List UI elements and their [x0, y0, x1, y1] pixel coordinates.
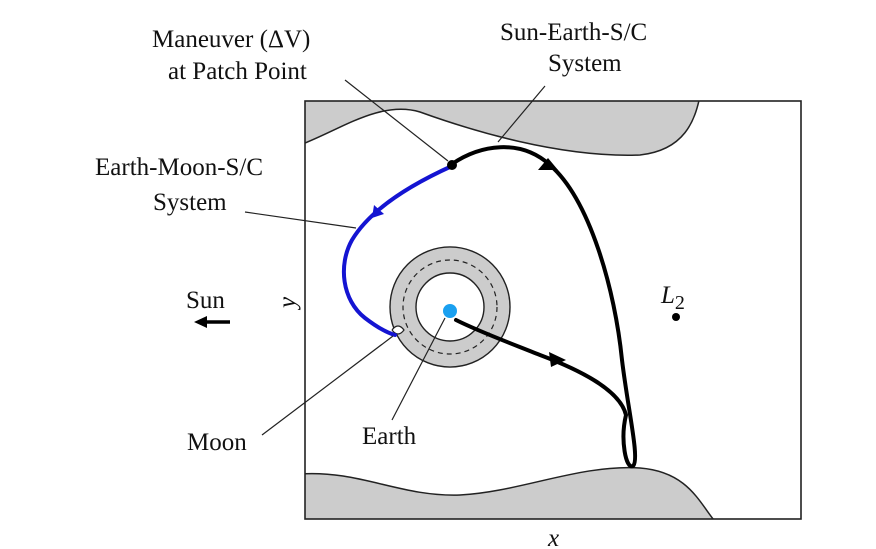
forbidden-region-top — [305, 101, 700, 156]
arrowhead-sun-earth-top — [538, 158, 558, 170]
leader-moon — [261, 335, 394, 436]
y-axis-label: y — [274, 296, 301, 311]
patch-point-marker — [447, 160, 457, 170]
maneuver-label-line2: at Patch Point — [168, 58, 307, 85]
x-axis-label: x — [547, 525, 559, 549]
leader-earth — [391, 317, 446, 421]
leader-maneuver — [344, 79, 449, 162]
earth-moon-label-line2: System — [153, 189, 227, 216]
l2-label-main: L — [660, 282, 675, 309]
earth-moon-trajectory — [341, 164, 454, 337]
l2-marker — [672, 313, 680, 321]
earth-marker — [443, 304, 457, 318]
arrowhead-sun-earth-bottom — [549, 352, 566, 367]
maneuver-label-line1: Maneuver (ΔV) — [152, 26, 310, 53]
leader-sun-earth — [497, 85, 546, 143]
moon-orbit-annulus — [389, 246, 511, 368]
l2-label-sub: 2 — [675, 292, 685, 314]
sun-label: Sun — [186, 287, 225, 314]
moon-orbit-dashed — [402, 259, 498, 355]
sun-earth-label-line1: Sun-Earth-S/C — [500, 19, 647, 46]
earth-label: Earth — [362, 423, 417, 450]
l2-label: L2 — [660, 282, 685, 314]
sun-earth-label-line2: System — [548, 50, 622, 77]
arrowhead-earth-moon — [372, 205, 384, 218]
earth-moon-label-line1: Earth-Moon-S/C — [95, 154, 263, 181]
plot-frame — [304, 100, 802, 520]
sun-earth-trajectory — [450, 145, 638, 469]
leader-earth-moon — [244, 211, 357, 229]
sun-arrow-icon — [194, 316, 207, 328]
forbidden-region-bottom — [305, 466, 715, 519]
moon-label: Moon — [187, 429, 247, 456]
